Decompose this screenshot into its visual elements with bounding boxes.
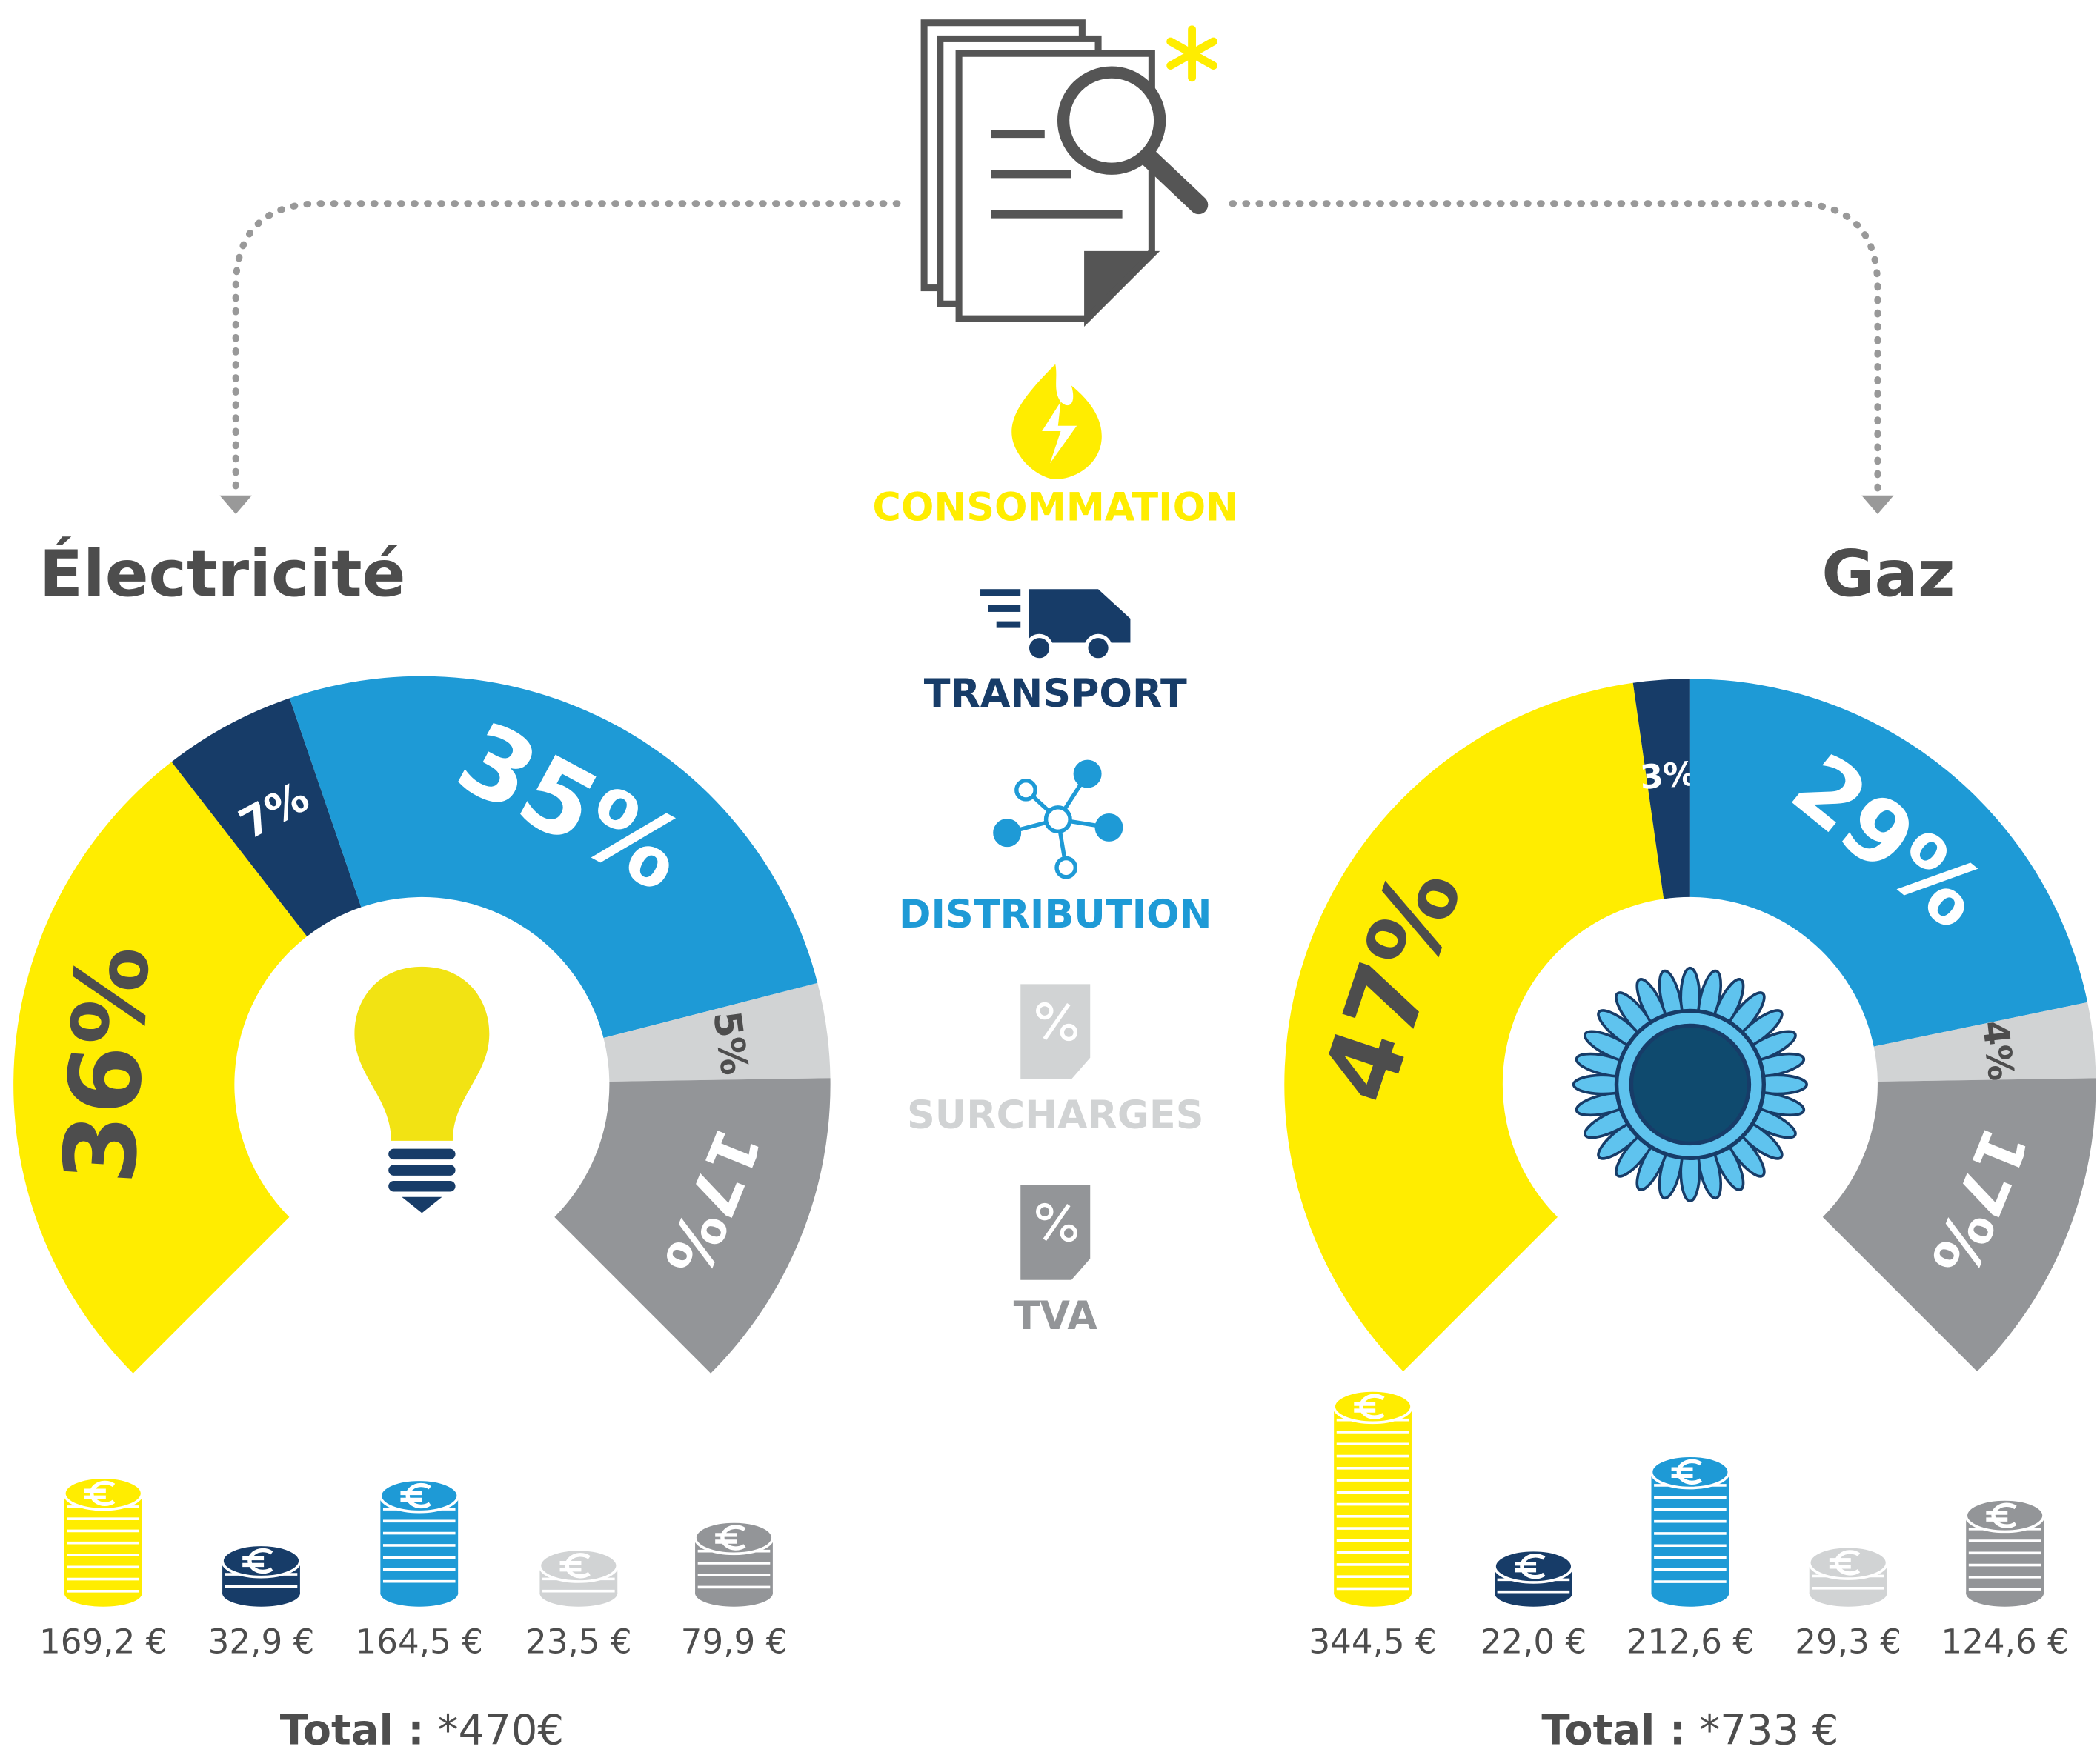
total: Total : *733 € (1541, 1706, 1838, 1754)
chart-title: Gaz (1821, 537, 1955, 612)
amount-label: 169,2 € (39, 1622, 167, 1661)
total-label: Total : (1541, 1706, 1686, 1754)
infographic: CONSOMMATION TRANSPORT DISTRIBUTION SURCHAR… (0, 0, 2100, 1758)
coin-bottom (539, 1580, 617, 1607)
arrow-head (219, 496, 251, 514)
legend-label: CONSOMMATION (872, 485, 1238, 530)
asterisk-icon (1171, 30, 1214, 78)
coin-stack (1334, 1391, 1412, 1607)
amount-label: 22,0 € (1481, 1622, 1587, 1661)
coin-bottom (695, 1580, 773, 1607)
legend-label: TRANSPORT (924, 671, 1187, 716)
coin-bottom (1334, 1580, 1412, 1607)
lightbulb-icon (354, 967, 489, 1213)
legend-label: TVA (1014, 1293, 1098, 1339)
burner-cap (1631, 1025, 1749, 1143)
value-label: 3% (1639, 754, 1698, 797)
coin-bottom (222, 1580, 300, 1607)
coin-bottom (1966, 1580, 2044, 1607)
amount-label: 344,5 € (1309, 1622, 1436, 1661)
transport-icon (980, 589, 1130, 660)
gas-burner-icon (1574, 968, 1807, 1201)
coin-stack (1651, 1456, 1729, 1607)
total-value: *733 € (1699, 1706, 1838, 1754)
amount-label: 79,9 € (681, 1622, 788, 1661)
legend-label: DISTRIBUTION (899, 892, 1212, 937)
distribution-icon (995, 762, 1121, 876)
chart-title: Électricité (39, 536, 406, 612)
arrow-head (1861, 496, 1893, 514)
amount-label: 29,3 € (1795, 1622, 1901, 1661)
value-label: 5% (705, 1008, 757, 1077)
coin-stack (1810, 1547, 1887, 1607)
coin-stack (380, 1479, 458, 1606)
value-label: 4% (1974, 1019, 2021, 1083)
amount-label: 164,5 € (356, 1622, 483, 1661)
consumption-icon (1011, 364, 1102, 479)
coin-stack (695, 1522, 773, 1607)
coin-stack (539, 1550, 617, 1607)
coin-bottom (1810, 1580, 1887, 1607)
coin-stack (222, 1545, 300, 1606)
coin-bottom (1495, 1580, 1572, 1607)
total-value: *470€ (437, 1706, 564, 1754)
amount-label: 124,6 € (1941, 1622, 2068, 1661)
value-label: 36% (41, 943, 172, 1187)
amount-label: 32,9 € (208, 1622, 315, 1661)
coin-stack (1495, 1551, 1572, 1607)
total: Total : *470€ (280, 1706, 564, 1754)
amount-label: 212,6 € (1626, 1622, 1754, 1661)
legend-label: SURCHARGES (907, 1093, 1203, 1138)
coin-stack (1966, 1499, 2044, 1607)
tva-icon (1020, 1185, 1090, 1279)
coin-stack (64, 1477, 142, 1607)
coin-bottom (64, 1580, 142, 1607)
amount-label: 23,5 € (525, 1622, 632, 1661)
surcharges-icon (1020, 984, 1090, 1079)
coin-bottom (380, 1580, 458, 1607)
total-label: Total : (280, 1706, 425, 1754)
document-icon (924, 23, 1198, 319)
coin-bottom (1651, 1580, 1729, 1607)
